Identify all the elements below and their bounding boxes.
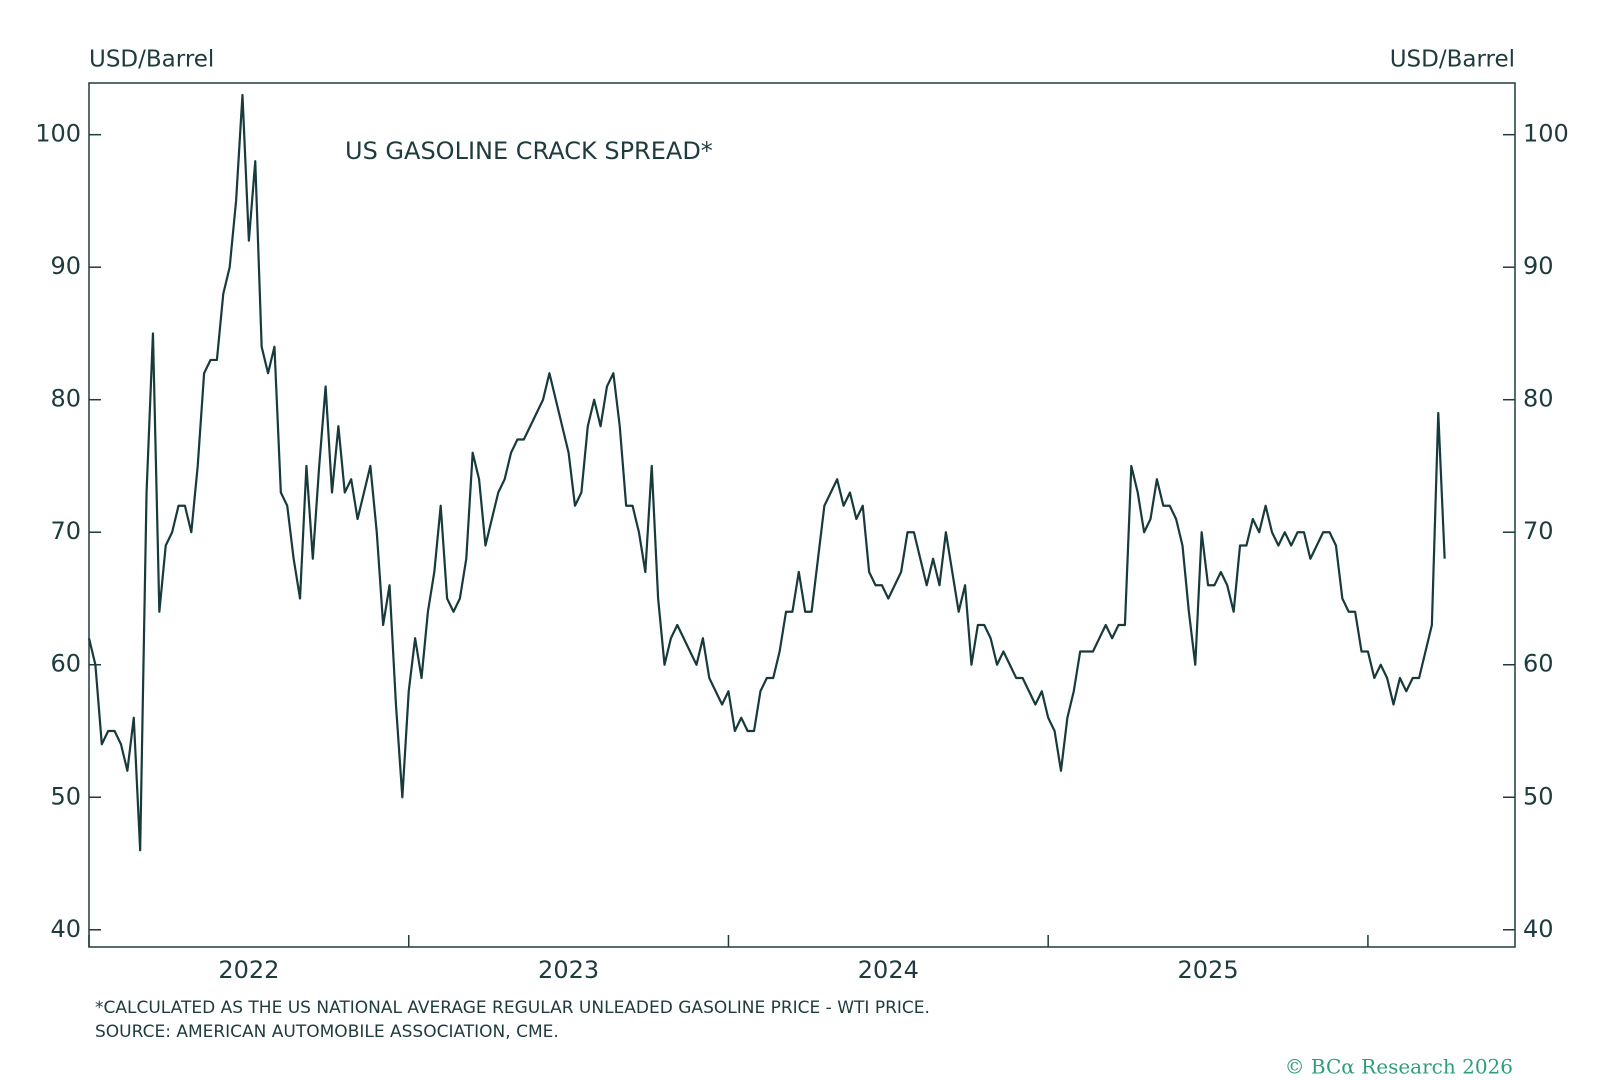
- y-tick-label: 70: [50, 517, 81, 545]
- chart-title: US GASOLINE CRACK SPREAD*: [345, 137, 713, 165]
- y2-tick-label: 90: [1523, 252, 1554, 280]
- footnote: *CALCULATED AS THE US NATIONAL AVERAGE R…: [95, 998, 930, 1018]
- x-tick-label: 2022: [218, 956, 279, 984]
- y-tick-label: 90: [50, 252, 81, 280]
- y2-tick-label: 80: [1523, 385, 1554, 413]
- x-tick-label: 2025: [1178, 956, 1239, 984]
- y2-tick-label: 70: [1523, 517, 1554, 545]
- y-axis-label: USD/Barrel: [89, 47, 214, 73]
- y-tick-label: 50: [50, 782, 81, 810]
- y2-tick-label: 40: [1523, 915, 1554, 943]
- x-tick-label: 2023: [538, 956, 599, 984]
- data-line: [87, 93, 1446, 852]
- footnote: SOURCE: AMERICAN AUTOMOBILE ASSOCIATION,…: [95, 1022, 559, 1042]
- y-tick-label: 40: [50, 915, 81, 943]
- y-tick-label: 100: [35, 120, 81, 148]
- y2-tick-label: 100: [1523, 120, 1569, 148]
- x-tick-label: 2024: [858, 956, 919, 984]
- y2-axis-label: USD/Barrel: [1390, 47, 1515, 73]
- credit: © BCα Research 2026: [1285, 1055, 1513, 1079]
- y-tick-label: 60: [50, 650, 81, 678]
- y-tick-label: 80: [50, 385, 81, 413]
- plot-frame: [88, 82, 1516, 948]
- y2-tick-label: 50: [1523, 782, 1554, 810]
- y2-tick-label: 60: [1523, 650, 1554, 678]
